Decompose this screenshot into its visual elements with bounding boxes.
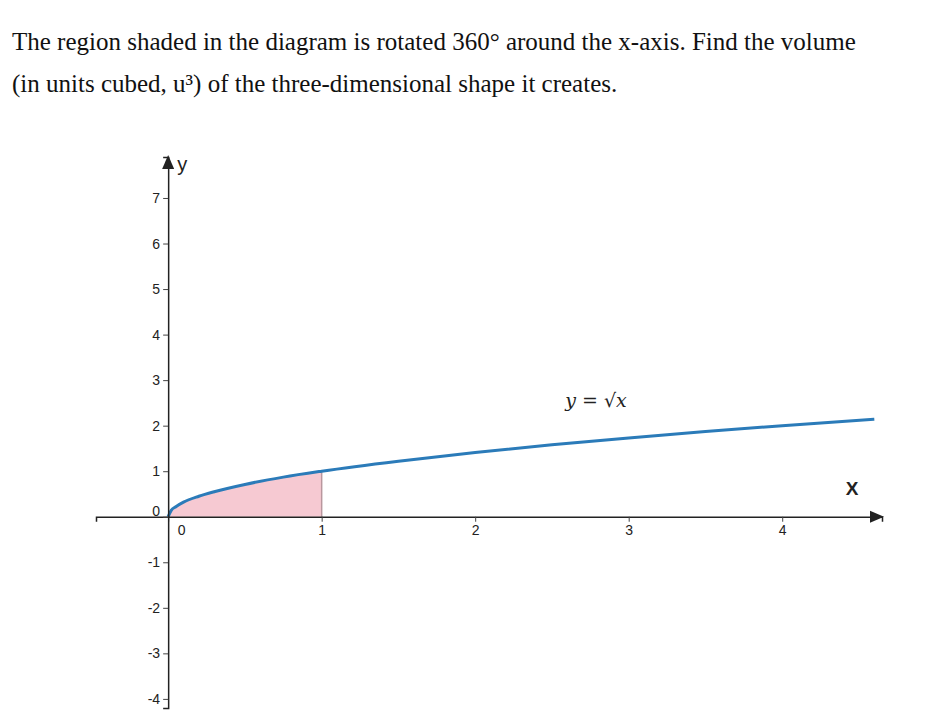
curve: [168, 419, 874, 516]
y-axis-line: [163, 158, 169, 709]
y-tick-label: -4: [148, 691, 161, 707]
x-arrow: [870, 511, 884, 523]
y-tick-mark: [163, 608, 168, 609]
x-tick: 0: [169, 517, 186, 538]
y-tick-mark: [163, 380, 168, 381]
y-tick-label: 1: [152, 463, 160, 479]
x-axis-line: [97, 517, 883, 522]
y-tick-label: -3: [148, 645, 161, 661]
x-axis: 0 1 2 3 4: [97, 517, 883, 538]
x-tick-label: 1: [318, 522, 326, 538]
y-tick-mark: [163, 335, 168, 336]
x-axis-title: X: [846, 478, 859, 499]
y-tick: 3: [152, 372, 168, 388]
y-tick-mark: [163, 517, 168, 518]
y-tick: 5: [152, 281, 168, 297]
y-tick: 0: [152, 503, 168, 519]
plot-area: [168, 419, 874, 516]
y-tick-mark: [163, 562, 168, 563]
curve-annotation: y = √x: [564, 389, 627, 411]
y-axis-title: y: [177, 153, 187, 175]
region-edge: [321, 471, 323, 517]
y-tick-mark: [163, 244, 168, 245]
x-tick-label: 0: [178, 522, 186, 538]
x-tick-label: 2: [472, 522, 480, 538]
y-tick: -1: [148, 554, 168, 570]
y-tick-mark: [163, 426, 168, 427]
y-tick-label: 4: [152, 327, 160, 343]
x-tick: 1: [318, 517, 326, 538]
x-tick-label: 4: [779, 522, 787, 538]
y-tick-mark: [163, 653, 168, 654]
y-tick-label: -2: [148, 600, 161, 616]
title-line: The region shaded in the diagram is rota…: [12, 28, 856, 55]
title: The region shaded in the diagram is rota…: [12, 28, 856, 98]
y-arrow: [162, 155, 174, 169]
y-tick-label: 6: [152, 236, 160, 252]
x-tick: 4: [779, 517, 787, 538]
y-tick-label: 3: [152, 372, 160, 388]
title-line: (in units cubed, u³) of the three-dimens…: [12, 70, 617, 98]
y-tick-mark: [163, 699, 168, 700]
y-tick: 1: [152, 463, 168, 479]
shaded-region: [168, 471, 322, 517]
y-tick-label: 0: [152, 503, 160, 519]
y-tick-mark: [163, 289, 168, 290]
y-axis: -4 -3 -2 -1 0 1 2 3 4 5 6 7: [148, 158, 169, 709]
x-tick-label: 3: [625, 522, 633, 538]
x-tick: 2: [472, 517, 480, 538]
y-tick: 4: [152, 327, 168, 343]
y-tick-label: 7: [152, 190, 160, 206]
y-tick: -2: [148, 600, 168, 616]
y-tick: 7: [152, 190, 168, 206]
y-tick-label: 5: [152, 281, 160, 297]
y-tick: -3: [148, 645, 168, 661]
y-tick: 6: [152, 236, 168, 252]
y-tick: 2: [152, 418, 168, 434]
y-tick-label: -1: [148, 554, 161, 570]
x-tick: 3: [625, 517, 633, 538]
y-tick-mark: [163, 471, 168, 472]
y-tick: -4: [148, 691, 168, 707]
chart: The region shaded in the diagram is rota…: [0, 0, 948, 710]
y-tick-mark: [163, 198, 168, 199]
y-tick-label: 2: [152, 418, 160, 434]
